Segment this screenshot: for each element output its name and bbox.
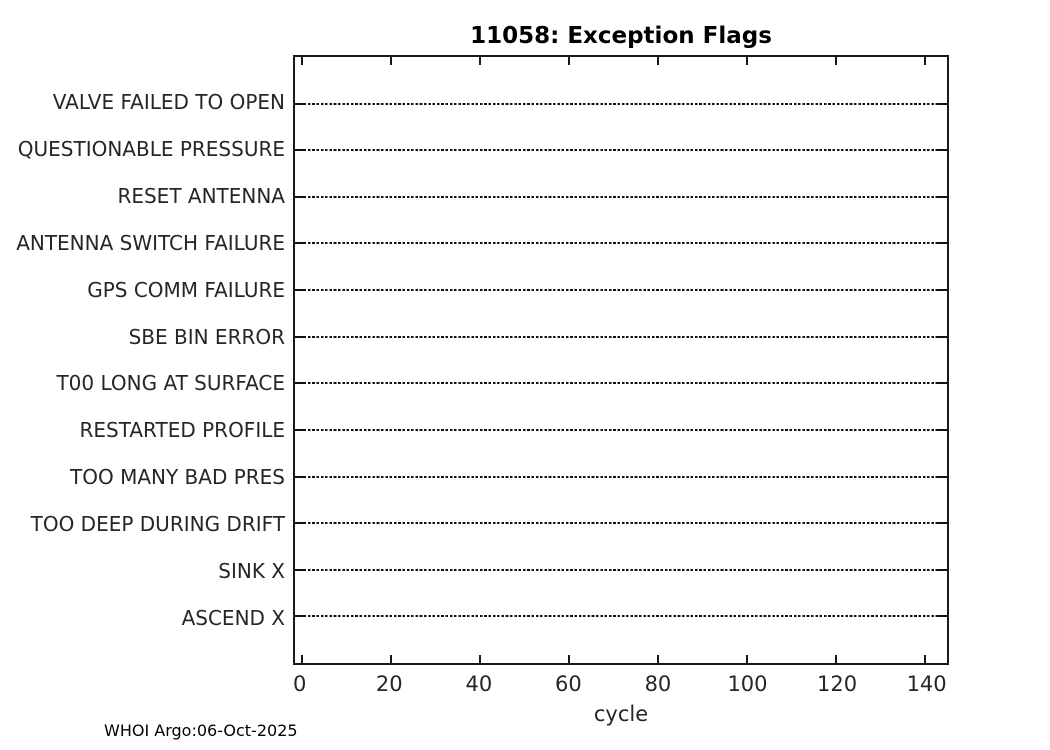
x-tick-label: 140 xyxy=(906,672,947,696)
x-tick-label: 80 xyxy=(644,672,672,696)
category-gridline xyxy=(295,428,947,431)
x-tick-label: 0 xyxy=(293,672,307,696)
y-tick-label: T00 LONG AT SURFACE xyxy=(56,371,285,396)
footer-text: WHOI Argo:06-Oct-2025 xyxy=(104,721,298,740)
x-tick-mark-top xyxy=(389,57,392,65)
y-tick-label: TOO DEEP DURING DRIFT xyxy=(30,512,285,537)
x-tick-mark xyxy=(478,655,481,663)
category-gridline xyxy=(295,522,947,525)
category-gridline xyxy=(295,149,947,152)
x-tick-mark-top xyxy=(834,57,837,65)
x-tick-mark-top xyxy=(300,57,303,65)
x-tick-label: 100 xyxy=(727,672,768,696)
x-tick-mark-top xyxy=(745,57,748,65)
category-gridline xyxy=(295,568,947,571)
category-gridline xyxy=(295,289,947,292)
x-tick-label: 40 xyxy=(465,672,493,696)
x-axis-tick-labels: 0 20 40 60 80 100 120 140 xyxy=(293,674,949,700)
y-tick-label: TOO MANY BAD PRES xyxy=(70,465,285,490)
plot-area xyxy=(293,55,949,665)
y-tick-label: VALVE FAILED TO OPEN xyxy=(52,89,285,114)
y-tick-label: SINK X xyxy=(218,559,285,584)
category-gridline xyxy=(295,242,947,245)
y-axis-labels: VALVE FAILED TO OPEN QUESTIONABLE PRESSUR… xyxy=(0,55,285,665)
y-tick-label: QUESTIONABLE PRESSURE xyxy=(17,136,285,161)
x-tick-mark xyxy=(923,655,926,663)
y-tick-label: GPS COMM FAILURE xyxy=(87,277,285,302)
x-axis-label: cycle xyxy=(593,702,649,726)
x-tick-label: 120 xyxy=(817,672,858,696)
x-tick-mark-top xyxy=(923,57,926,65)
x-tick-mark xyxy=(834,655,837,663)
x-tick-label: 60 xyxy=(555,672,582,696)
x-tick-mark-top xyxy=(567,57,570,65)
y-tick-label: ANTENNA SWITCH FAILURE xyxy=(16,230,285,255)
y-tick-label: RESTARTED PROFILE xyxy=(79,418,285,443)
chart-title: 11058: Exception Flags xyxy=(470,23,772,49)
y-tick-label: ASCEND X xyxy=(181,606,285,631)
y-tick-label: RESET ANTENNA xyxy=(117,183,285,208)
category-gridline xyxy=(295,615,947,618)
category-gridline xyxy=(295,475,947,478)
category-gridline xyxy=(295,195,947,198)
x-tick-mark xyxy=(656,655,659,663)
x-tick-label: 20 xyxy=(375,672,403,696)
x-tick-mark-top xyxy=(656,57,659,65)
category-gridline xyxy=(295,382,947,385)
x-tick-mark xyxy=(300,655,303,663)
category-gridline xyxy=(295,335,947,338)
x-tick-mark xyxy=(745,655,748,663)
x-tick-mark xyxy=(389,655,392,663)
y-tick-label: SBE BIN ERROR xyxy=(128,324,285,349)
x-tick-mark-top xyxy=(478,57,481,65)
x-tick-mark xyxy=(567,655,570,663)
category-gridline xyxy=(295,102,947,105)
